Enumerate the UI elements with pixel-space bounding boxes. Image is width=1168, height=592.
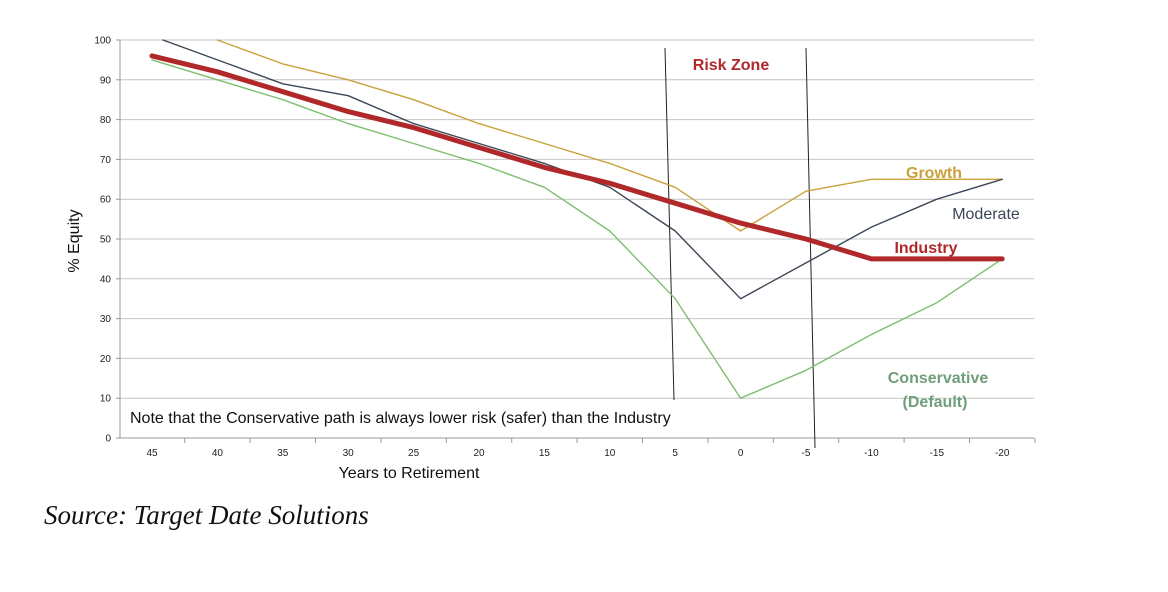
series-label-moderate: Moderate [952,206,1020,223]
y-tick-label: 10 [100,394,112,405]
source-caption: Source: Target Date Solutions [44,500,369,530]
series-lines [149,39,1005,399]
y-tick-label: 40 [100,274,112,285]
x-tick-label: -20 [995,448,1010,459]
x-axis-title: Years to Retirement [339,465,480,482]
x-tick-label: 35 [277,448,289,459]
y-tick-label: 30 [100,314,112,325]
series-labels: Growth Moderate Industry Conservative (D… [888,165,1020,411]
x-tick-label: 20 [473,448,485,459]
y-tick-label: 100 [94,36,111,47]
x-tick-label: 40 [212,448,224,459]
risk-zone-lines: Risk Zone [664,47,816,449]
series-line-industry [149,53,1005,262]
series-label-conservative-default: (Default) [903,394,968,411]
y-tick-label: 20 [100,354,112,365]
series-label-growth: Growth [906,165,962,182]
risk-zone-left-boundary [664,47,675,401]
y-tick-label: 0 [105,434,111,445]
x-tick-label: 10 [604,448,616,459]
series-line-growth [216,39,1003,232]
chart-note: Note that the Conservative path is alway… [130,410,671,427]
x-tick-label: 5 [672,448,678,459]
x-tick-label: -15 [930,448,945,459]
y-axis: 0 10 20 30 40 50 60 70 80 90 100 [94,36,121,445]
series-label-industry: Industry [894,240,957,257]
series-line-conservative [151,59,1003,399]
risk-zone-label: Risk Zone [693,57,770,74]
x-tick-label: 30 [343,448,355,459]
y-tick-label: 60 [100,195,112,206]
y-tick-label: 70 [100,155,112,166]
series-label-conservative: Conservative [888,370,989,387]
x-tick-label: 45 [146,448,158,459]
x-tick-label: 15 [539,448,551,459]
x-axis: 45 40 35 30 25 20 15 10 5 0 -5 -10 -15 -20 [146,438,1036,459]
y-tick-label: 50 [100,235,112,246]
gridlines [120,39,1034,439]
y-tick-label: 90 [100,75,112,86]
x-tick-label: 25 [408,448,420,459]
x-tick-label: -10 [864,448,879,459]
x-tick-label: 0 [738,448,744,459]
y-tick-label: 80 [100,115,112,126]
risk-zone-right-boundary [805,47,816,449]
x-tick-label: -5 [802,448,811,459]
y-axis-title: % Equity [66,209,83,272]
